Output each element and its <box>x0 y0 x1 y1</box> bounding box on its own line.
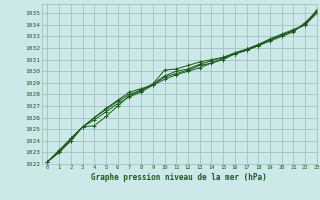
X-axis label: Graphe pression niveau de la mer (hPa): Graphe pression niveau de la mer (hPa) <box>91 173 267 182</box>
